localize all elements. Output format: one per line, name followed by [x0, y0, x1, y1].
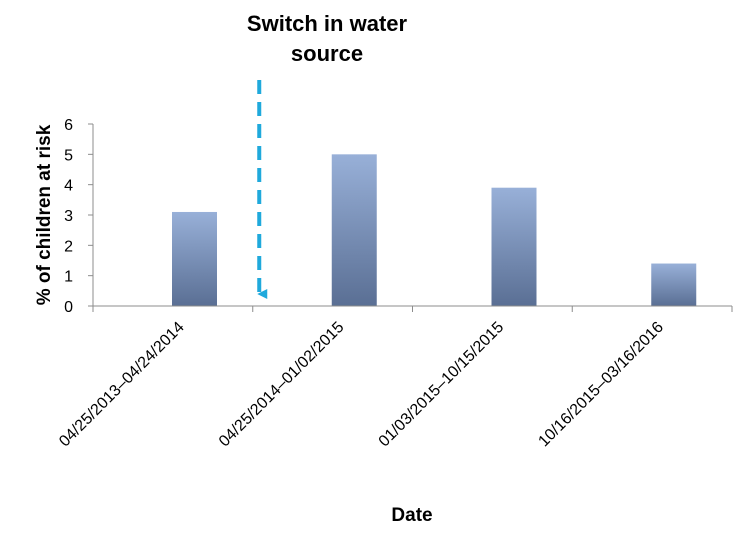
x-category-label: 01/03/2015–10/15/2015: [376, 319, 508, 451]
y-tick-label: 5: [64, 147, 73, 164]
annotation-line-1: Switch in water: [247, 11, 408, 36]
bar-4: [651, 263, 697, 306]
annotation-line-2: source: [291, 41, 363, 66]
y-tick-label: 3: [64, 208, 73, 225]
y-tick-label: 2: [64, 238, 73, 255]
y-tick-label: 6: [64, 117, 73, 134]
y-tick-label: 4: [64, 178, 73, 195]
x-category-label: 04/25/2014–01/02/2015: [216, 319, 348, 451]
y-axis-title: % of children at risk: [34, 124, 55, 305]
bar-3: [491, 187, 537, 306]
x-category-label: 04/25/2013–04/24/2014: [56, 319, 188, 451]
bar-2: [331, 154, 377, 306]
bar-1: [172, 211, 217, 306]
x-category-label: 10/16/2015–03/16/2016: [535, 319, 667, 451]
y-tick-label: 1: [64, 269, 73, 286]
y-tick-label: 0: [64, 299, 73, 316]
x-axis-title: Date: [391, 505, 432, 526]
